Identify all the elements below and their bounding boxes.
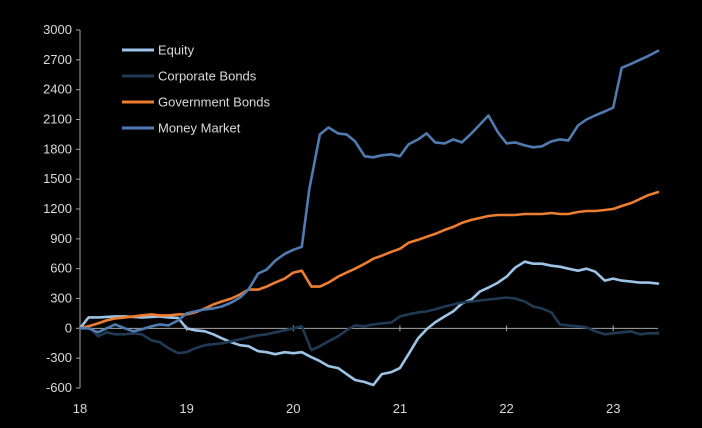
legend-label: Equity — [158, 43, 195, 58]
series-layer — [78, 49, 660, 387]
legend: Equity Corporate Bonds Government Bonds Mon… — [122, 43, 271, 136]
y-tick-label: -600 — [46, 380, 72, 395]
series-line-equity — [78, 260, 660, 387]
series-line-corporate-bonds — [78, 296, 660, 355]
x-tick-label: 19 — [179, 401, 193, 416]
y-tick-label: -300 — [46, 350, 72, 365]
x-tick-label: 21 — [393, 401, 407, 416]
y-tick-label: 2700 — [43, 52, 72, 67]
legend-label: Corporate Bonds — [158, 69, 257, 84]
y-tick-label: 2400 — [43, 82, 72, 97]
y-tick-label: 1200 — [43, 201, 72, 216]
series-line-government-bonds — [78, 190, 660, 330]
legend-label: Money Market — [158, 121, 241, 136]
x-tick-label: 23 — [606, 401, 620, 416]
x-tick-label: 18 — [73, 401, 87, 416]
y-tick-label: 1500 — [43, 171, 72, 186]
x-tick-label: 20 — [286, 401, 300, 416]
y-tick-label: 300 — [50, 291, 72, 306]
series-line-money-market — [78, 49, 660, 334]
legend-label: Government Bonds — [158, 95, 271, 110]
y-tick-label: 600 — [50, 261, 72, 276]
y-tick-label: 3000 — [43, 22, 72, 37]
y-tick-label: 2100 — [43, 112, 72, 127]
y-tick-label: 0 — [65, 320, 72, 335]
y-tick-label: 900 — [50, 231, 72, 246]
axes: -600 -300 0 300 600 900 1200 1500 1800 2100 2400 27… — [43, 22, 658, 416]
y-tick-label: 1800 — [43, 141, 72, 156]
x-tick-label: 22 — [499, 401, 513, 416]
